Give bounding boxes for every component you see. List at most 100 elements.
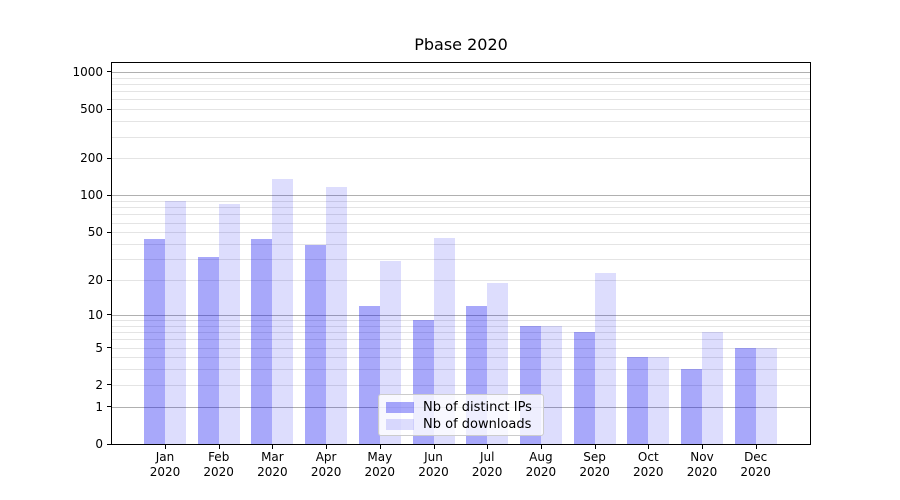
legend-item-downloads: Nb of downloads (386, 416, 543, 433)
gridline-500 (112, 109, 810, 111)
x-tick-mark-mar (272, 445, 274, 449)
gridline-700 (112, 91, 810, 93)
bar-downloads-sep (594, 272, 616, 444)
gridline-4 (112, 357, 810, 359)
x-tick-mark-jan (165, 445, 166, 449)
gridline-300 (112, 136, 810, 138)
y-tick-label-200: 200 (80, 151, 103, 166)
y-tick-mark-500 (107, 108, 111, 110)
gridline-20 (112, 280, 810, 282)
y-tick-label-500: 500 (80, 102, 103, 117)
y-tick-mark-1 (107, 406, 111, 408)
gridline-70 (112, 214, 810, 216)
y-tick-mark-20 (107, 279, 111, 281)
y-tick-label-2: 2 (95, 377, 103, 392)
gridline-900 (112, 77, 810, 79)
gridline-50 (112, 232, 810, 234)
y-tick-mark-5 (107, 347, 111, 349)
x-tick-mark-nov (702, 445, 703, 449)
gridline-40 (112, 244, 810, 246)
gridline-10 (112, 314, 810, 316)
gridline-6 (112, 339, 810, 341)
x-tick-mark-dec (755, 445, 757, 449)
legend: Nb of distinct IPs Nb of downloads (378, 394, 544, 436)
bar-downloads-jun (433, 237, 455, 444)
y-tick-mark-100 (107, 194, 111, 196)
x-tick-label-jan: Jan 2020 (149, 450, 181, 479)
gridline-80 (112, 207, 810, 209)
gridline-1000 (112, 71, 810, 73)
x-tick-mark-aug (540, 445, 542, 449)
plot-area: Nb of distinct IPs Nb of downloads (111, 62, 811, 445)
x-tick-label-feb: Feb 2020 (203, 450, 234, 479)
bar-ips-jan (144, 239, 165, 444)
y-tick-label-100: 100 (80, 188, 103, 203)
bar-downloads-dec (755, 347, 777, 444)
bar-downloads-jan (165, 201, 186, 444)
bar-ips-mar (251, 239, 273, 444)
bar-downloads-nov (702, 332, 723, 444)
x-tick-label-mar: Mar 2020 (257, 450, 288, 479)
x-tick-label-jun: Jun 2020 (418, 450, 449, 479)
gridline-600 (112, 99, 810, 101)
gridline-30 (112, 259, 810, 261)
x-tick-mark-feb (218, 445, 220, 449)
gridline-200 (112, 158, 810, 160)
x-tick-mark-apr (326, 445, 328, 449)
gridline-400 (112, 121, 810, 123)
x-tick-label-sep: Sep 2020 (579, 450, 610, 479)
x-tick-label-jul: Jul 2020 (471, 450, 503, 479)
bar-ips-oct (627, 357, 649, 444)
bar-ips-may (358, 305, 380, 444)
gridline-9 (112, 320, 810, 322)
y-tick-mark-200 (107, 157, 111, 159)
x-tick-mark-jun (433, 445, 435, 449)
x-tick-mark-sep (594, 445, 596, 449)
gridline-100 (112, 195, 810, 197)
x-tick-label-nov: Nov 2020 (686, 450, 718, 479)
y-tick-mark-0 (107, 443, 111, 445)
gridline-layer (112, 63, 810, 444)
y-tick-label-10: 10 (87, 307, 103, 322)
bar-downloads-mar (272, 179, 294, 444)
y-tick-label-0: 0 (95, 437, 103, 451)
bar-ips-feb (197, 257, 219, 444)
x-tick-label-oct: Oct 2020 (633, 450, 664, 479)
x-tick-label-aug: Aug 2020 (525, 450, 557, 479)
y-tick-mark-50 (107, 231, 111, 233)
gridline-90 (112, 201, 810, 203)
bar-ips-apr (305, 245, 327, 444)
y-tick-label-5: 5 (95, 340, 103, 355)
legend-label-downloads: Nb of downloads (423, 416, 532, 432)
x-tick-mark-oct (648, 445, 650, 449)
gridline-8 (112, 325, 810, 327)
y-tick-mark-2 (107, 384, 111, 386)
y-tick-label-50: 50 (87, 225, 103, 240)
gridline-5 (112, 347, 810, 349)
x-tick-label-dec: Dec 2020 (740, 450, 771, 479)
gridline-800 (112, 83, 810, 85)
legend-item-distinct-ips: Nb of distinct IPs (386, 399, 543, 416)
bar-downloads-oct (648, 357, 670, 444)
bar-ips-sep (573, 332, 595, 444)
bar-downloads-apr (326, 186, 348, 444)
bar-ips-dec (734, 347, 756, 444)
bar-downloads-aug (540, 325, 562, 444)
x-tick-mark-may (379, 445, 381, 449)
legend-swatch-downloads (386, 419, 414, 430)
gridline-60 (112, 222, 810, 224)
legend-swatch-distinct-ips (386, 402, 414, 413)
gridline-7 (112, 332, 810, 334)
x-tick-label-may: May 2020 (364, 450, 396, 479)
gridline-3 (112, 369, 810, 371)
bar-ips-nov (681, 369, 702, 444)
y-tick-label-1000: 1000 (72, 64, 103, 79)
bars-layer (112, 63, 810, 444)
x-tick-label-apr: Apr 2020 (310, 450, 342, 479)
y-tick-label-1: 1 (95, 399, 103, 414)
bar-downloads-feb (218, 204, 240, 444)
y-tick-label-20: 20 (87, 273, 103, 288)
x-tick-mark-jul (487, 445, 489, 449)
y-tick-mark-10 (107, 314, 111, 316)
